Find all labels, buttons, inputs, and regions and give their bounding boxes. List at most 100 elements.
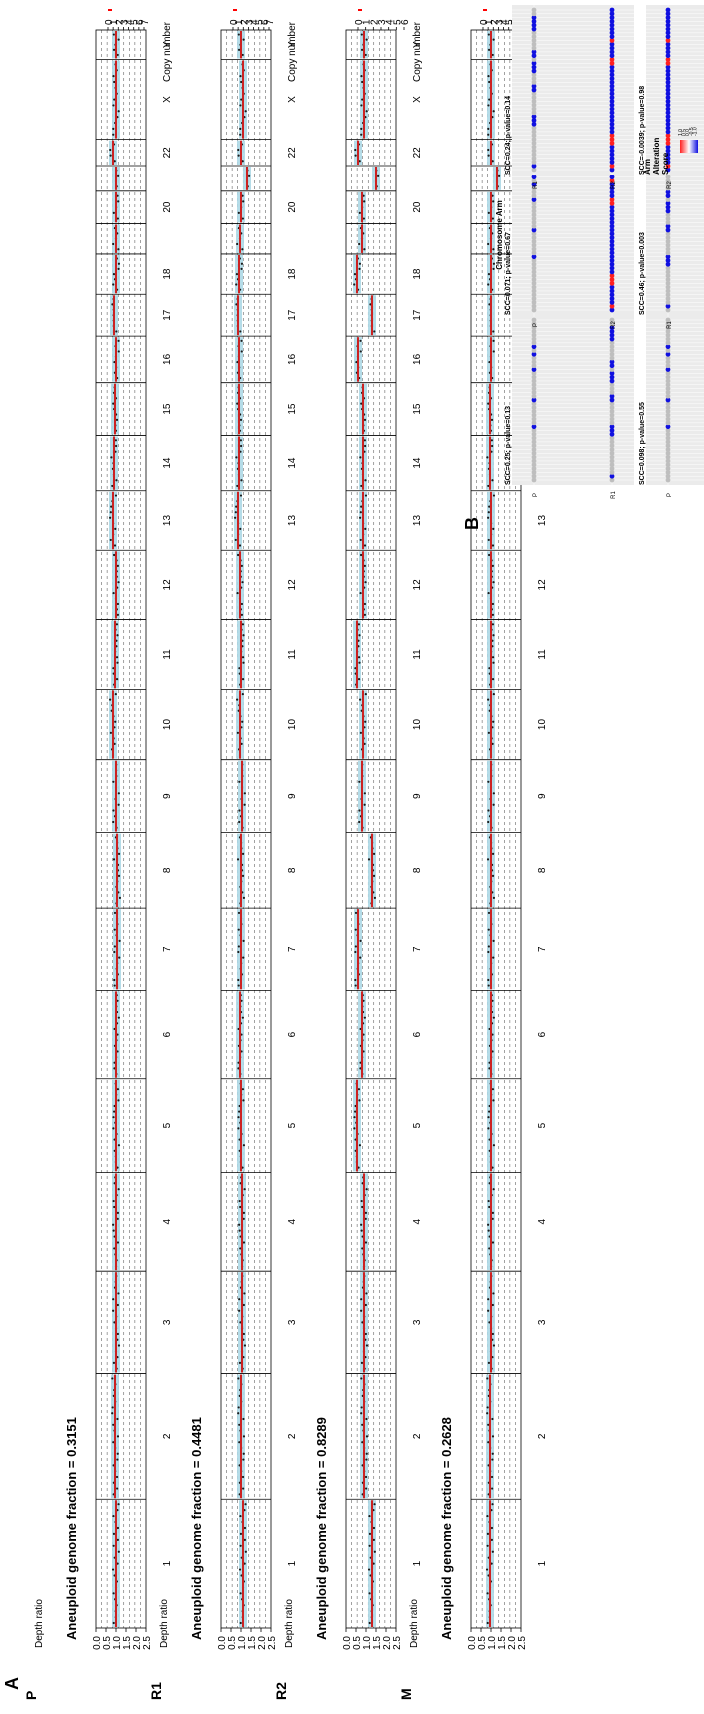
data-point [237, 1412, 240, 1415]
heatmap-cell [609, 424, 615, 430]
heatmap-cell [665, 95, 671, 101]
data-point [365, 38, 368, 41]
heatmap-cell [665, 53, 671, 59]
x-tick-label: 8 [537, 867, 548, 873]
heatmap-cell [609, 197, 615, 202]
data-point [487, 731, 490, 734]
data-point [358, 820, 361, 824]
data-point [363, 803, 366, 806]
heatmap-cell [531, 367, 537, 372]
plot-title: Aneuploid genome fraction = 0.2628 [439, 1417, 454, 1640]
data-point [238, 1298, 241, 1301]
x-tick-label: 3 [162, 1319, 173, 1325]
heatmap-cell [531, 106, 537, 112]
heatmap-y-axis-label: Chromosome Arm [495, 200, 504, 270]
data-point [492, 200, 495, 203]
data-point [365, 1292, 368, 1295]
y-tick-label: 2.5 [267, 1636, 278, 1650]
heatmap-cell [665, 163, 671, 169]
data-point [117, 1099, 120, 1102]
heatmap-cell [531, 72, 537, 78]
data-point [492, 248, 495, 251]
heatmap-cell [665, 174, 671, 180]
x-tick-label: 9 [287, 793, 298, 799]
heatmap-cell [609, 7, 615, 13]
data-point [113, 1247, 116, 1250]
data-point [363, 602, 367, 606]
data-point [116, 1526, 120, 1530]
data-point [238, 780, 241, 783]
data-point [235, 272, 239, 276]
data-point [244, 110, 247, 113]
data-point [115, 479, 118, 482]
data-point [112, 133, 115, 136]
data-point [487, 272, 491, 276]
data-point [237, 148, 240, 152]
cn-tick-label: 3 [244, 19, 255, 25]
heatmap-cell [665, 11, 671, 17]
x-tick-label: 22 [287, 147, 298, 159]
heatmap-cell [531, 303, 537, 309]
data-point [113, 978, 116, 982]
heatmap-cell [609, 246, 615, 252]
x-tick-label: 12 [287, 579, 298, 591]
data-point [242, 1458, 245, 1461]
data-point [365, 1344, 369, 1347]
data-point [242, 1144, 246, 1147]
data-point [235, 505, 238, 508]
data-point [354, 928, 357, 931]
data-point [365, 1435, 369, 1438]
cn-tick-label: 0 [104, 19, 115, 25]
data-point [373, 330, 376, 333]
data-point [358, 211, 361, 214]
data-point [241, 581, 244, 584]
heatmap-cell [665, 261, 671, 267]
data-point [236, 553, 240, 557]
data-point [237, 154, 240, 157]
data-point [112, 1127, 115, 1130]
heatmap-cell [609, 148, 615, 154]
heatmap-cell [609, 57, 615, 62]
heatmap-cell [531, 420, 537, 426]
data-point [118, 956, 121, 959]
heatmap-cell [609, 428, 615, 433]
data-point [490, 1475, 494, 1479]
heatmap-cell [609, 99, 615, 104]
data-point [364, 53, 367, 57]
heatmap-cell [665, 91, 671, 97]
data-point [492, 581, 495, 584]
plot-frame [345, 29, 397, 1629]
data-point [113, 984, 116, 987]
data-point [363, 248, 366, 251]
heatmap-cell [609, 363, 615, 369]
data-point [242, 661, 245, 664]
heatmap-cell [609, 325, 615, 331]
data-point [358, 267, 361, 271]
heatmap-cell [609, 397, 615, 403]
data-point [491, 1332, 494, 1336]
data-point [364, 720, 367, 723]
heatmap-cell [665, 299, 671, 305]
heatmap-cell [665, 76, 671, 81]
heatmap-cell [609, 261, 615, 267]
heatmap-cell [665, 397, 671, 403]
heatmap-cell [665, 144, 671, 150]
data-point [112, 591, 115, 595]
data-point [112, 283, 115, 286]
cn-tick-label: 4 [385, 19, 396, 25]
heatmap-cell [531, 181, 537, 187]
data-point [490, 1526, 494, 1530]
data-point [490, 444, 494, 448]
x-tick-label: 14 [162, 457, 173, 469]
data-point [242, 1452, 245, 1455]
depth-plot-R1: R1 Depth ratio Aneuploid genome fraction =… [148, 9, 298, 1700]
heatmap-cell [665, 374, 671, 380]
data-point [243, 1188, 246, 1191]
heatmap-title: SCC=0.46; p-value=0.003 [639, 232, 646, 315]
data-point [364, 527, 367, 530]
heatmap-cell [665, 378, 671, 384]
data-point [364, 1475, 368, 1479]
data-point [353, 283, 356, 286]
y-tick-label: 1.0 [487, 1636, 498, 1650]
heatmap-cell [665, 152, 671, 158]
